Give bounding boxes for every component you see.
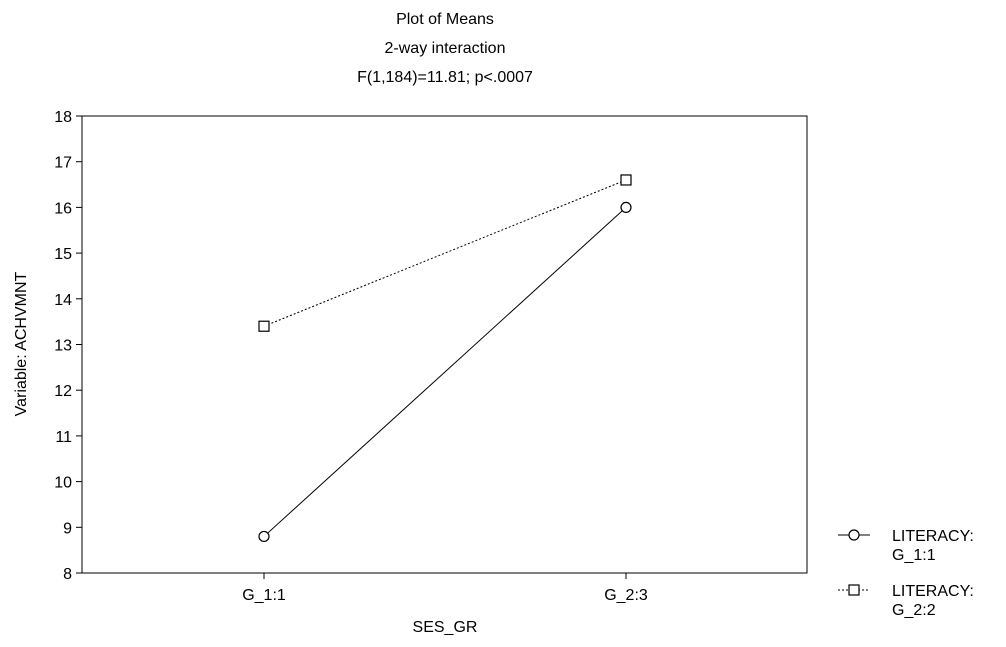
series-2 [258, 174, 632, 332]
series-2-line [263, 179, 627, 327]
series-1-point [620, 201, 632, 213]
y-tick-label: 13 [54, 338, 72, 355]
y-tick-label: 16 [54, 200, 72, 217]
y-tick-label: 10 [54, 475, 72, 492]
y-tick-label: 14 [54, 292, 72, 309]
plot-area-frame [81, 115, 808, 574]
y-tick-label: 18 [54, 109, 72, 126]
legend-item-1: LITERACY: G_1:1 [838, 528, 974, 564]
legend-label-1-line-2: G_1:1 [892, 547, 936, 564]
x-tick-label: G_1:1 [242, 587, 286, 604]
legend-item-2: LITERACY: G_2:2 [838, 583, 974, 619]
chart-title-line-1: Plot of Means [396, 11, 494, 28]
legend: LITERACY: G_1:1 LITERACY: G_2:2 [838, 528, 974, 619]
x-tick-label: G_2:3 [604, 587, 648, 604]
legend-label-1-line-1: LITERACY: [892, 528, 974, 545]
series-1 [258, 201, 632, 543]
series-layer [258, 174, 632, 543]
chart-title-line-2: 2-way interaction [385, 40, 506, 57]
legend-label-2-line-1: LITERACY: [892, 583, 974, 600]
y-axis: 8 9 10 11 12 13 14 15 16 17 18 [54, 109, 82, 583]
series-2-point [620, 174, 632, 186]
y-tick-label: 12 [54, 383, 72, 400]
y-tick-label: 9 [63, 520, 72, 537]
series-2-point [258, 320, 270, 332]
chart-title: Plot of Means 2-way interaction F(1,184)… [357, 11, 533, 86]
series-1-point [258, 530, 270, 543]
y-tick-label: 17 [54, 155, 72, 172]
series-1-line [263, 207, 627, 537]
y-axis-label: Variable: ACHVMNT [13, 271, 30, 416]
legend-marker-1 [848, 529, 860, 541]
x-axis-label: SES_GR [413, 619, 478, 636]
chart-title-line-3: F(1,184)=11.81; p<.0007 [357, 69, 533, 86]
y-tick-label: 11 [55, 429, 72, 446]
legend-label-2-line-2: G_2:2 [892, 602, 936, 619]
x-axis: G_1:1 G_2:3 [242, 573, 648, 604]
y-tick-label: 8 [63, 566, 72, 583]
legend-marker-2 [848, 584, 860, 596]
y-tick-label: 15 [54, 246, 72, 263]
